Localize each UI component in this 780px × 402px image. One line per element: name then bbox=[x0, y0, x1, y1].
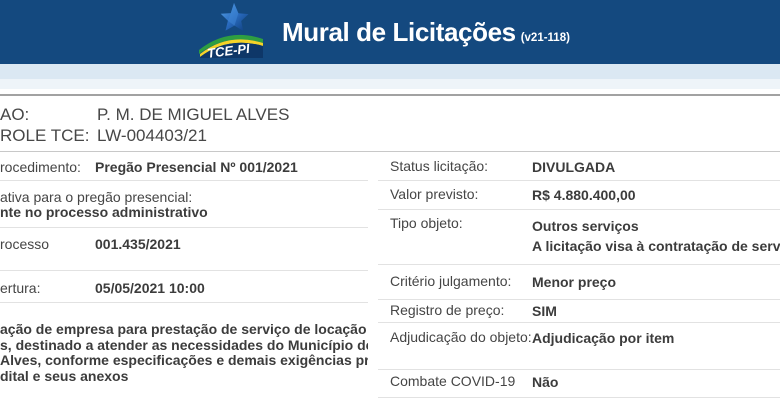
field-value: Pregão Presencial Nº 001/2021 bbox=[95, 159, 298, 175]
tce-pi-logo-icon: TCE-PI bbox=[199, 3, 263, 58]
field-row-criterio-julgamento: Critério julgamento: Menor preço bbox=[378, 265, 780, 300]
field-row-status-licitacao: Status licitação: DIVULGADA bbox=[378, 152, 780, 181]
right-detail-panel: Status licitação: DIVULGADA Valor previs… bbox=[378, 152, 780, 398]
field-value: Outros serviços bbox=[532, 218, 639, 234]
objeto-line: ação de empresa para prestação de serviç… bbox=[0, 321, 368, 337]
field-value: 05/05/2021 10:00 bbox=[95, 280, 205, 296]
field-label: Status licitação: bbox=[390, 158, 489, 174]
field-label: ativa para o pregão presencial: bbox=[0, 189, 193, 205]
field-label: ertura: bbox=[0, 280, 41, 296]
field-value: SIM bbox=[532, 303, 557, 319]
field-row-tipo-objeto: Tipo objeto: Outros serviços A licitação… bbox=[378, 210, 780, 265]
field-value: Não bbox=[532, 374, 559, 390]
field-label: Adjudicação do objeto: bbox=[390, 329, 532, 345]
field-value: Adjudicação por item bbox=[532, 330, 675, 346]
field-row-valor-previsto: Valor previsto: R$ 4.880.400,00 bbox=[378, 181, 780, 210]
logo-swoosh-yellow bbox=[200, 39, 263, 57]
field-label: Tipo objeto: bbox=[390, 215, 463, 231]
field-value-line2: A licitação visa à contratação de serviç… bbox=[532, 238, 780, 254]
app-version: (v21-118) bbox=[520, 31, 570, 44]
objeto-line: dital e seus anexos bbox=[0, 367, 129, 384]
field-label: Valor previsto: bbox=[390, 186, 479, 202]
field-row-combate-covid19: Combate COVID-19 Não bbox=[378, 370, 780, 398]
field-value: nte no processo administrativo bbox=[0, 204, 208, 220]
logo-text: TCE-PI bbox=[206, 41, 251, 58]
objeto-line: Alves, conforme especificações e demais … bbox=[0, 352, 368, 368]
field-row-registro-preco: Registro de preço: SIM bbox=[378, 300, 780, 323]
field-value: 001.435/2021 bbox=[95, 236, 181, 252]
objeto-line: s, destinado a atender as necessidades d… bbox=[0, 336, 368, 353]
field-row-justificativa: ativa para o pregão presencial: nte no p… bbox=[0, 181, 368, 228]
field-label: Critério julgamento: bbox=[390, 273, 512, 289]
logo-swoosh-green bbox=[199, 34, 263, 54]
id-label-orgao: AO: bbox=[0, 105, 30, 124]
header-sub-band-light bbox=[0, 79, 780, 89]
id-row-controle-tce: ROLE TCE: LW-004403/21 bbox=[0, 125, 780, 146]
field-row-procedimento: rocedimento: Pregão Presencial Nº 001/20… bbox=[0, 152, 368, 181]
left-detail-panel: rocedimento: Pregão Presencial Nº 001/20… bbox=[0, 152, 368, 402]
id-label-controle-tce: ROLE TCE: bbox=[0, 126, 90, 145]
field-label: rocesso bbox=[0, 236, 50, 252]
field-row-abertura: ertura: 05/05/2021 10:00 bbox=[0, 271, 368, 303]
field-label: Combate COVID-19 bbox=[390, 373, 516, 389]
field-value: Menor preço bbox=[532, 274, 617, 290]
section-divider bbox=[0, 151, 780, 152]
field-row-processo: rocesso 001.435/2021 bbox=[0, 228, 368, 271]
field-row-objeto-descricao: ação de empresa para prestação de serviç… bbox=[0, 303, 368, 402]
id-value-orgao: P. M. DE MIGUEL ALVES bbox=[97, 105, 290, 124]
field-row-adjudicacao-objeto: Adjudicação do objeto: Adjudicação por i… bbox=[378, 323, 780, 370]
id-value-controle-tce: LW-004403/21 bbox=[97, 126, 207, 145]
field-label: Registro de preço: bbox=[390, 302, 505, 318]
top-divider bbox=[0, 94, 780, 96]
header-sub-band bbox=[0, 64, 780, 79]
page-title: Mural de Licitações bbox=[282, 16, 516, 47]
header-bar: TCE-PI Mural de Licitações (v21-118) bbox=[0, 0, 780, 64]
identification-section: AO: P. M. DE MIGUEL ALVES ROLE TCE: LW-0… bbox=[0, 96, 780, 151]
field-value: R$ 4.880.400,00 bbox=[532, 187, 636, 203]
status-badge: DIVULGADA bbox=[532, 159, 616, 175]
field-label: rocedimento: bbox=[0, 159, 81, 175]
id-row-orgao: AO: P. M. DE MIGUEL ALVES bbox=[0, 104, 780, 125]
